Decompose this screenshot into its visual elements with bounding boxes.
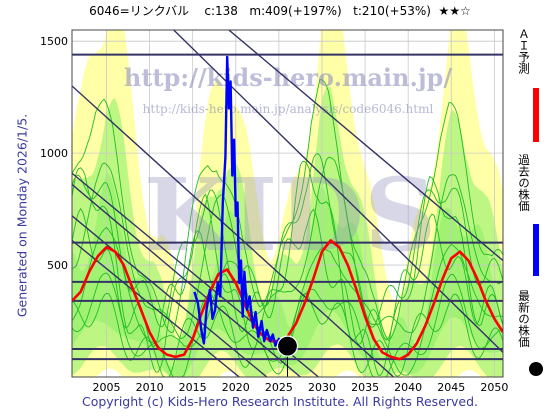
trend-line bbox=[72, 239, 240, 377]
legend-latest-price: 最新の株価 bbox=[514, 290, 550, 380]
x-tick-label: 2010 bbox=[136, 381, 164, 394]
forecast-green-line bbox=[72, 156, 503, 340]
y-tick-label: 1500 bbox=[40, 35, 68, 48]
x-tick-label: 2050 bbox=[480, 381, 508, 394]
x-tick-label: 2045 bbox=[437, 381, 465, 394]
trend-lines bbox=[72, 30, 503, 377]
latest-price-group bbox=[276, 335, 299, 377]
trend-line bbox=[72, 85, 394, 377]
legend-ai-prediction-swatch bbox=[533, 88, 539, 142]
past-price-line bbox=[193, 55, 288, 348]
legend-latest-dot-icon bbox=[529, 362, 543, 376]
y-tick-label: 500 bbox=[47, 259, 68, 272]
forecast-green-line bbox=[72, 79, 503, 342]
y-tick-label: 1000 bbox=[40, 147, 68, 160]
copyright-footer: Copyright (c) Kids-Hero Research Institu… bbox=[81, 394, 479, 409]
y-axis-ticks: 500 1000 1500 bbox=[40, 35, 68, 272]
x-tick-label: 2005 bbox=[92, 381, 120, 394]
grid-lines bbox=[72, 30, 503, 377]
legend: ＡＩ予測 過去の株価 最新の株価 bbox=[514, 28, 550, 380]
x-tick-label: 2030 bbox=[308, 381, 336, 394]
watermark-line1: http://kids-hero.main.jp/ bbox=[124, 63, 452, 92]
legend-latest-price-label: 最新の株価 bbox=[517, 290, 531, 348]
trend-line bbox=[72, 215, 268, 377]
watermark: KIDS http://kids-hero.main.jp/ http://ki… bbox=[124, 63, 452, 274]
x-tick-label: 2015 bbox=[179, 381, 207, 394]
chart-title: 6046=リンクバル c:138 m:409(+197%) t:210(+53%… bbox=[89, 4, 471, 18]
x-axis-ticks: 2005 2010 2015 2020 2025 2030 2035 2040 2045 2050 bbox=[92, 381, 508, 394]
plot-frame bbox=[71, 29, 504, 378]
green-band-outer bbox=[72, 86, 503, 377]
watermark-big: KIDS bbox=[144, 156, 437, 274]
yellow-band bbox=[72, 30, 503, 377]
past-price-series bbox=[193, 55, 288, 348]
forecast-green-line bbox=[72, 161, 503, 377]
x-tick-label: 2020 bbox=[222, 381, 250, 394]
forecast-bands bbox=[72, 30, 503, 377]
legend-ai-prediction: ＡＩ予測 bbox=[514, 28, 550, 146]
watermark-line2: http://kids-hero.main.jp/analysis/code60… bbox=[143, 102, 434, 116]
legend-ai-prediction-label: ＡＩ予測 bbox=[517, 28, 531, 74]
trend-line bbox=[72, 183, 301, 377]
legend-past-price-label: 過去の株価 bbox=[517, 154, 531, 212]
legend-past-price-swatch bbox=[533, 224, 539, 276]
latest-price-dot bbox=[276, 335, 299, 357]
legend-past-price: 過去の株価 bbox=[514, 154, 550, 280]
trend-line bbox=[228, 30, 503, 262]
x-tick-label: 2025 bbox=[265, 381, 293, 394]
green-band-inner bbox=[72, 173, 503, 377]
x-tick-label: 2035 bbox=[351, 381, 379, 394]
x-tick-label: 2040 bbox=[394, 381, 422, 394]
